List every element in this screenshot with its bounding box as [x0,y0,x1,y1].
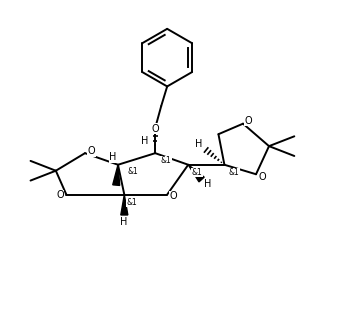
Text: &1: &1 [160,156,171,165]
Text: H: H [141,136,148,146]
Text: H: H [195,140,203,149]
Polygon shape [121,195,128,215]
Text: H: H [109,152,116,162]
Text: O: O [258,172,266,182]
Text: O: O [170,191,177,201]
Text: O: O [245,116,252,126]
Text: H: H [120,217,127,227]
Text: O: O [152,124,159,134]
Text: &1: &1 [192,168,202,177]
Polygon shape [188,165,204,182]
Text: O: O [56,190,64,200]
Text: &1: &1 [128,167,138,176]
Text: O: O [87,146,95,156]
Polygon shape [113,165,120,185]
Text: H: H [204,179,212,189]
Text: &1: &1 [126,198,137,207]
Text: &1: &1 [229,168,239,177]
